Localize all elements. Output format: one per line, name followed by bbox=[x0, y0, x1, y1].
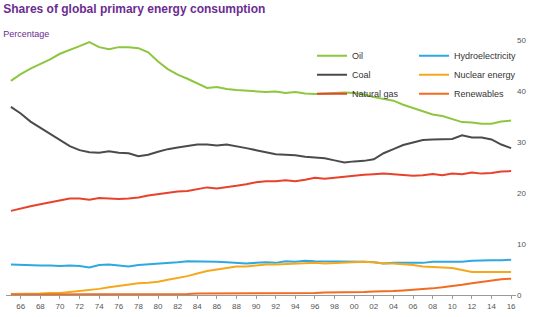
svg-text:96: 96 bbox=[310, 302, 319, 311]
svg-text:50: 50 bbox=[517, 36, 526, 45]
svg-text:Percentage: Percentage bbox=[3, 29, 49, 39]
svg-text:92: 92 bbox=[271, 302, 280, 311]
svg-text:Oil: Oil bbox=[352, 51, 363, 61]
svg-text:84: 84 bbox=[193, 302, 202, 311]
svg-text:14: 14 bbox=[487, 302, 496, 311]
svg-text:40: 40 bbox=[517, 87, 526, 96]
svg-text:86: 86 bbox=[212, 302, 221, 311]
svg-text:10: 10 bbox=[448, 302, 457, 311]
svg-text:76: 76 bbox=[114, 302, 123, 311]
svg-text:Natural gas: Natural gas bbox=[352, 89, 399, 99]
svg-text:Nuclear energy: Nuclear energy bbox=[454, 70, 516, 80]
svg-text:90: 90 bbox=[252, 302, 261, 311]
svg-text:30: 30 bbox=[517, 138, 526, 147]
svg-text:78: 78 bbox=[134, 302, 143, 311]
svg-text:72: 72 bbox=[75, 302, 84, 311]
svg-text:06: 06 bbox=[409, 302, 418, 311]
svg-text:10: 10 bbox=[517, 240, 526, 249]
svg-text:Hydroelectricity: Hydroelectricity bbox=[454, 51, 516, 61]
svg-text:Shares of global primary energ: Shares of global primary energy consumpt… bbox=[3, 2, 265, 16]
svg-text:16: 16 bbox=[507, 302, 516, 311]
svg-text:08: 08 bbox=[428, 302, 437, 311]
svg-text:66: 66 bbox=[16, 302, 25, 311]
svg-text:04: 04 bbox=[389, 302, 398, 311]
svg-text:68: 68 bbox=[36, 302, 45, 311]
svg-text:82: 82 bbox=[173, 302, 182, 311]
svg-text:Coal: Coal bbox=[352, 70, 371, 80]
svg-text:02: 02 bbox=[369, 302, 378, 311]
svg-text:94: 94 bbox=[291, 302, 300, 311]
svg-text:12: 12 bbox=[467, 302, 476, 311]
svg-text:70: 70 bbox=[55, 302, 64, 311]
svg-text:Renewables: Renewables bbox=[454, 89, 504, 99]
svg-text:00: 00 bbox=[350, 302, 359, 311]
svg-text:74: 74 bbox=[95, 302, 104, 311]
svg-text:0: 0 bbox=[517, 291, 522, 300]
svg-text:80: 80 bbox=[154, 302, 163, 311]
svg-text:88: 88 bbox=[232, 302, 241, 311]
svg-text:98: 98 bbox=[330, 302, 339, 311]
svg-text:20: 20 bbox=[517, 189, 526, 198]
